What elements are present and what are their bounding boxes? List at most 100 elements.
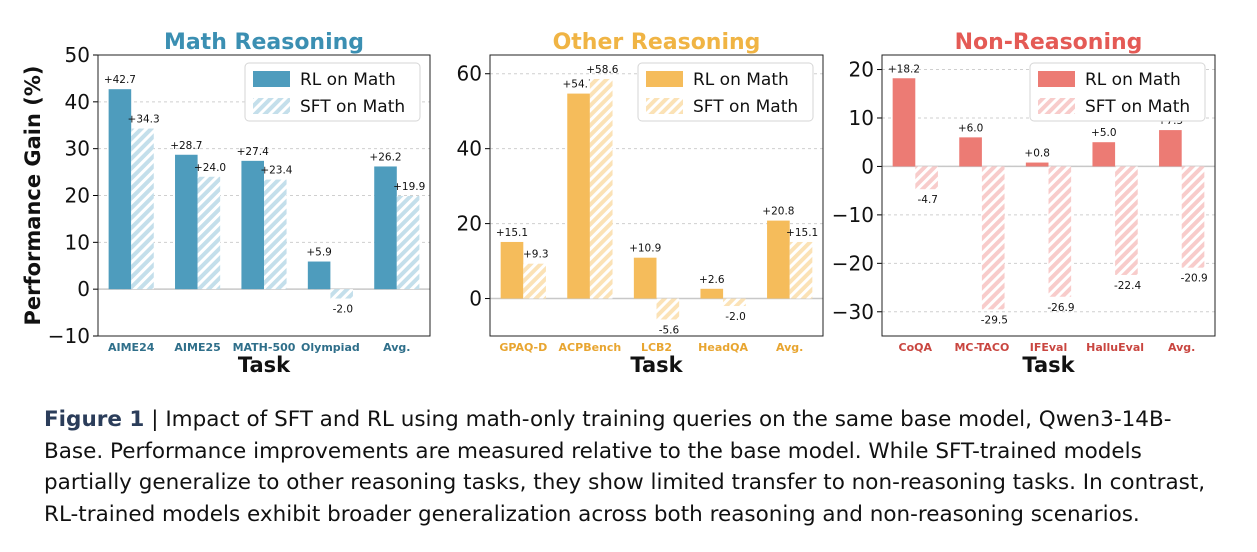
legend-swatch-sft — [646, 98, 683, 114]
sft-label-4: -2.0 — [333, 304, 354, 316]
y-tick-label: 40 — [457, 137, 482, 161]
sft-label-5: -20.9 — [1181, 273, 1208, 285]
legend-label-rl: RL on Math — [693, 70, 789, 90]
figure-label: Figure 1 — [44, 407, 145, 432]
rl-bar-3 — [633, 257, 657, 299]
sft-label-1: +9.3 — [523, 249, 549, 261]
sft-bar-5 — [789, 241, 813, 299]
y-tick-label: 0 — [861, 154, 874, 178]
x-axis-label: Task — [630, 353, 683, 377]
y-tick-label: 30 — [65, 137, 90, 161]
plot-frame — [881, 54, 1216, 337]
sft-label-2: +58.6 — [586, 64, 618, 76]
category-label-4: HalluEval — [1086, 341, 1144, 354]
category-label-5: Avg. — [776, 341, 803, 354]
rl-bar-1 — [892, 78, 916, 167]
sft-label-3: -26.9 — [1047, 302, 1074, 314]
rl-label-5: +20.8 — [762, 206, 794, 218]
category-label-5: Avg. — [1168, 341, 1195, 354]
y-tick-label: 60 — [457, 62, 482, 86]
sft-bar-1 — [915, 166, 938, 190]
rl-bar-5 — [1159, 130, 1182, 167]
charts-figure: −10 0 10 20 30 40 50 +42.7 +34.3 AIME24 +28.7 +24.0… — [21, 30, 1216, 377]
category-label-5: Avg. — [383, 341, 410, 354]
rl-label-5: +26.2 — [369, 151, 401, 163]
sft-bar-4 — [723, 298, 746, 307]
y-tick-label: −20 — [832, 251, 874, 275]
sft-bar-2 — [981, 166, 1005, 310]
chart-title: Other Reasoning — [553, 30, 761, 55]
y-tick-label: 50 — [65, 43, 90, 67]
sft-label-2: +24.0 — [194, 162, 226, 174]
rl-label-1: +42.7 — [104, 74, 136, 86]
y-tick-label: 20 — [849, 58, 874, 82]
rl-label-3: +0.8 — [1024, 148, 1050, 160]
sft-bar-4 — [1115, 166, 1138, 275]
category-label-4: Olympiad — [301, 341, 360, 354]
sft-bar-1 — [523, 263, 546, 299]
legend-label-rl: RL on Math — [1085, 70, 1181, 90]
category-label-1: CoQA — [899, 341, 933, 354]
rl-bar-4 — [700, 288, 724, 299]
sft-bar-3 — [264, 179, 287, 290]
sft-bar-5 — [396, 195, 420, 290]
sft-bar-2 — [589, 78, 613, 299]
caption-text: Impact of SFT and RL using math-only tra… — [44, 407, 1206, 527]
y-tick-label: −10 — [48, 324, 90, 348]
rl-label-4: +5.9 — [306, 247, 332, 259]
rl-bar-4 — [307, 261, 331, 290]
rl-bar-4 — [1092, 142, 1116, 167]
x-axis-label: Task — [238, 353, 291, 377]
rl-label-1: +18.2 — [888, 63, 920, 75]
sft-label-1: -4.7 — [918, 194, 939, 206]
y-tick-label: 10 — [65, 230, 90, 254]
category-label-2: ACPBench — [559, 341, 622, 354]
rl-label-1: +15.1 — [496, 227, 528, 239]
y-axis-label: Performance Gain (%) — [21, 65, 45, 325]
sft-bar-3 — [1048, 166, 1072, 297]
legend-swatch-rl — [646, 71, 683, 87]
legend-swatch-sft — [1038, 98, 1075, 114]
sft-label-2: -29.5 — [981, 314, 1008, 326]
legend-label-sft: SFT on Math — [300, 97, 405, 117]
rl-bar-5 — [374, 166, 397, 290]
caption-separator: | — [151, 407, 159, 432]
y-tick-label: 10 — [849, 106, 874, 130]
legend-swatch-rl — [253, 71, 290, 87]
chart-2: 0 20 40 60 +15.1 +9.3 GPAQ-D +54.7 +58.6 ACPBench… — [457, 30, 824, 377]
legend-label-rl: RL on Math — [300, 70, 396, 90]
category-label-3: LCB2 — [641, 341, 672, 354]
sft-bar-2 — [197, 176, 221, 290]
y-tick-label: 20 — [65, 184, 90, 208]
y-tick-label: 0 — [77, 277, 90, 301]
sft-label-1: +34.3 — [128, 114, 160, 126]
rl-bar-2 — [567, 93, 590, 299]
sft-label-5: +15.1 — [786, 227, 818, 239]
category-label-1: AIME24 — [108, 341, 155, 354]
category-label-4: HeadQA — [698, 341, 748, 354]
y-tick-label: −30 — [832, 300, 874, 324]
legend-swatch-rl — [1038, 71, 1075, 87]
y-tick-label: 20 — [457, 212, 482, 236]
rl-bar-3 — [241, 160, 264, 290]
x-axis-label: Task — [1022, 353, 1075, 377]
legend-label-sft: SFT on Math — [1085, 97, 1190, 117]
plot-frame — [97, 54, 431, 337]
sft-label-4: -2.0 — [725, 311, 746, 323]
category-label-1: GPAQ-D — [499, 341, 547, 354]
rl-label-3: +27.4 — [237, 146, 269, 158]
chart-title: Non-Reasoning — [955, 30, 1143, 55]
y-tick-label: 0 — [469, 287, 482, 311]
rl-bar-3 — [1025, 162, 1049, 167]
category-label-2: MC-TACO — [954, 341, 1009, 354]
sft-label-3: +23.4 — [260, 165, 292, 177]
figure-caption: Figure 1 | Impact of SFT and RL using ma… — [44, 404, 1214, 530]
chart-3: −30 −20 −10 0 10 20 +18.2 -4.7 CoQA +6.0 -29.5 MC-T… — [832, 30, 1216, 377]
legend-swatch-sft — [253, 98, 290, 114]
rl-label-2: +54.7 — [562, 79, 594, 91]
rl-label-2: +28.7 — [170, 140, 202, 152]
category-label-3: MATH-500 — [233, 341, 296, 354]
rl-bar-1 — [500, 241, 524, 299]
y-tick-label: 40 — [65, 90, 90, 114]
category-label-2: AIME25 — [174, 341, 220, 354]
